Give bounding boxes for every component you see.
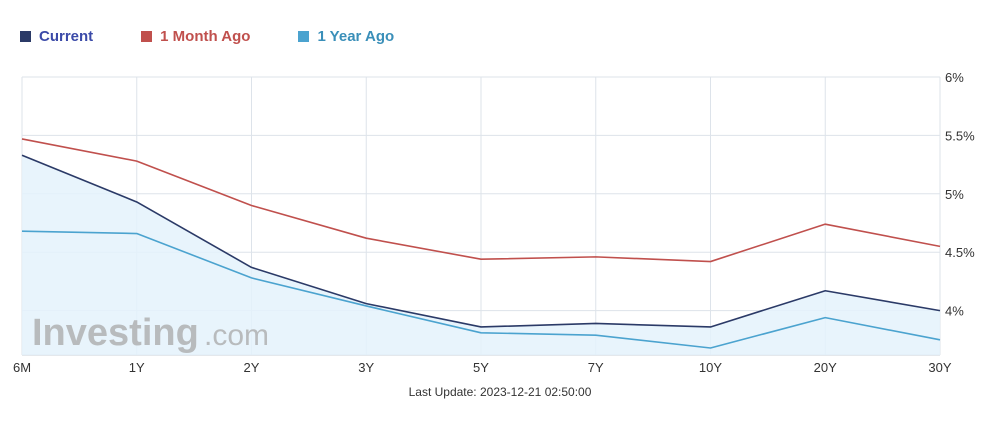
legend-item-1-month-ago[interactable]: 1 Month Ago <box>141 28 250 45</box>
area-fill <box>22 155 940 355</box>
legend-item-current[interactable]: Current <box>20 28 93 45</box>
y-tick-label-0: 4% <box>945 304 964 319</box>
y-tick-label-1: 4.5% <box>945 245 975 260</box>
legend-label-current: Current <box>39 28 94 45</box>
watermark-suffix: .com <box>204 319 269 352</box>
investing-watermark: Investing .com <box>32 312 269 354</box>
x-tick-label-5y: 5Y <box>473 360 489 375</box>
chart-legend: Current 1 Month Ago 1 Year Ago <box>20 28 442 45</box>
series-line-current[interactable] <box>21 154 941 328</box>
series-line-1-year-ago[interactable] <box>21 230 941 349</box>
x-axis-ticks: 6M 1Y 2Y 3Y 5Y 7Y 10Y 20Y 30Y <box>13 360 952 375</box>
y-tick-label-4: 6% <box>945 70 964 85</box>
series-line-1-month-ago[interactable] <box>21 138 941 263</box>
legend-swatch-1-month-ago <box>141 31 153 42</box>
legend-label-1-year-ago: 1 Year Ago <box>317 28 395 45</box>
y-tick-label-2: 5% <box>945 187 964 202</box>
series-lines <box>21 138 941 349</box>
legend-label-1-month-ago: 1 Month Ago <box>160 28 251 45</box>
x-tick-label-1y: 1Y <box>129 360 145 375</box>
x-tick-label-30y: 30Y <box>928 360 951 375</box>
x-tick-label-6m: 6M <box>13 360 31 375</box>
x-tick-label-3y: 3Y <box>358 360 374 375</box>
last-update-text: Last Update: 2023-12-21 02:50:00 <box>408 385 592 399</box>
x-tick-label-7y: 7Y <box>588 360 604 375</box>
x-tick-label-2y: 2Y <box>244 360 260 375</box>
x-tick-label-20y: 20Y <box>814 360 837 375</box>
area-current <box>22 155 940 355</box>
watermark-main: Investing <box>32 312 199 354</box>
legend-item-1-year-ago[interactable]: 1 Year Ago <box>298 28 394 45</box>
y-tick-label-3: 5.5% <box>945 128 975 143</box>
x-tick-label-10y: 10Y <box>699 360 722 375</box>
y-axis-ticks: 4% 4.5% 5% 5.5% 6% <box>945 70 975 319</box>
legend-swatch-current <box>20 31 31 42</box>
legend-swatch-1-year-ago <box>298 31 310 42</box>
